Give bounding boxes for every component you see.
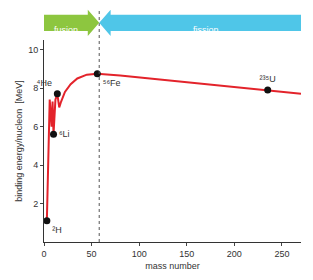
svg-text:150: 150	[179, 249, 194, 259]
svg-text:⁴He: ⁴He	[37, 78, 52, 88]
svg-text:fusion: fusion	[54, 25, 78, 35]
svg-text:6: 6	[33, 122, 38, 132]
svg-text:10: 10	[28, 45, 38, 55]
svg-text:100: 100	[132, 249, 147, 259]
svg-text:⁵⁶Fe: ⁵⁶Fe	[103, 78, 121, 88]
svg-text:250: 250	[274, 249, 289, 259]
svg-text:8: 8	[33, 83, 38, 93]
svg-text:50: 50	[87, 249, 97, 259]
svg-text:²³⁵U: ²³⁵U	[260, 74, 276, 84]
svg-text:0: 0	[41, 249, 46, 259]
svg-text:2: 2	[33, 199, 38, 209]
svg-text:200: 200	[227, 249, 242, 259]
svg-text:4: 4	[33, 160, 38, 170]
svg-text:binding energy/nucleon [MeV]: binding energy/nucleon [MeV]	[14, 80, 24, 202]
svg-text:mass number: mass number	[145, 261, 200, 271]
svg-text:fission: fission	[193, 25, 219, 35]
svg-text:⁶Li: ⁶Li	[59, 129, 70, 139]
svg-text:²H: ²H	[52, 225, 62, 235]
